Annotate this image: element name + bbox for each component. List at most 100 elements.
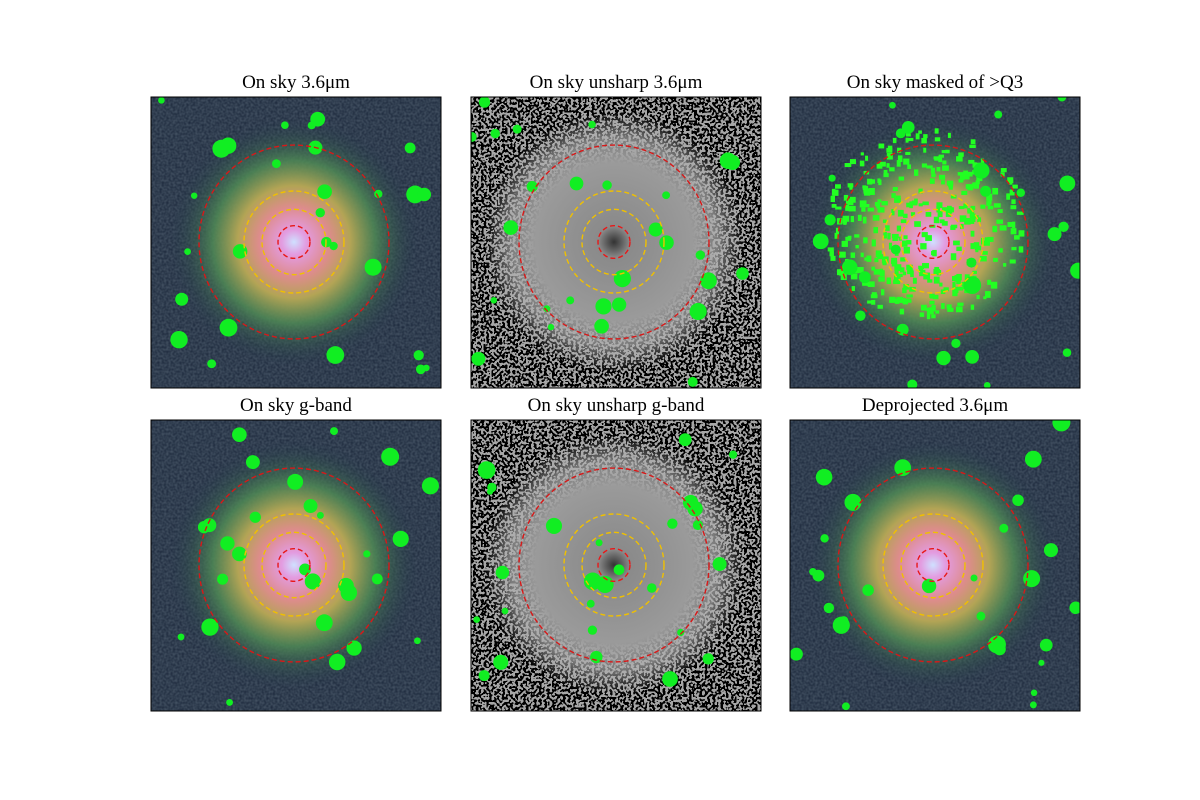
star-mask bbox=[1030, 689, 1038, 697]
mask-pixel bbox=[847, 183, 854, 188]
star-mask bbox=[545, 517, 563, 534]
star-mask bbox=[217, 573, 229, 585]
mask-pixel bbox=[877, 207, 885, 213]
star-mask bbox=[839, 616, 849, 625]
mask-pixel bbox=[1010, 228, 1017, 235]
mask-pixel bbox=[967, 171, 973, 177]
star-mask bbox=[1057, 97, 1067, 102]
mask-pixel bbox=[829, 251, 834, 257]
mask-pixel bbox=[925, 211, 932, 217]
mask-pixel bbox=[907, 268, 912, 275]
star-mask bbox=[423, 364, 430, 372]
galaxy bbox=[808, 440, 1058, 690]
star-mask bbox=[973, 162, 990, 179]
mask-pixel bbox=[843, 194, 849, 201]
mask-pixel bbox=[993, 203, 1001, 208]
mask-pixel bbox=[830, 255, 836, 261]
mask-pixel bbox=[986, 193, 993, 201]
mask-pixel bbox=[864, 257, 870, 261]
mask-pixel bbox=[850, 252, 856, 258]
star-mask bbox=[659, 235, 674, 250]
mask-pixel bbox=[885, 225, 890, 231]
mask-pixel bbox=[926, 165, 933, 169]
mask-pixel bbox=[923, 272, 931, 280]
star-mask bbox=[495, 565, 510, 580]
aperture bbox=[563, 190, 665, 294]
mask-pixel bbox=[964, 274, 970, 281]
mask-pixel bbox=[868, 179, 876, 184]
star-mask bbox=[566, 296, 575, 305]
mask-pixel bbox=[975, 249, 979, 253]
star-mask bbox=[1058, 221, 1069, 233]
mask-pixel bbox=[905, 151, 911, 155]
mask-pixel bbox=[887, 145, 893, 153]
panel-frame bbox=[150, 96, 442, 389]
mask-pixel bbox=[997, 209, 1003, 214]
mask-pixel bbox=[963, 174, 969, 178]
star-mask bbox=[303, 499, 318, 514]
mask-pixel bbox=[941, 303, 945, 309]
mask-pixel bbox=[1007, 222, 1013, 227]
mask-pixel bbox=[996, 219, 1003, 224]
mask-pixel bbox=[945, 149, 950, 154]
mask-pixel bbox=[900, 219, 907, 224]
mask-pixel bbox=[1008, 177, 1012, 182]
mask-pixel bbox=[933, 276, 940, 284]
mask-pixel bbox=[947, 205, 952, 211]
mask-pixel bbox=[931, 314, 936, 319]
mask-pixel bbox=[877, 199, 882, 203]
mask-pixel bbox=[959, 175, 965, 181]
star-mask bbox=[197, 520, 211, 534]
mask-pixel bbox=[950, 253, 957, 261]
star-mask bbox=[207, 359, 217, 369]
mask-pixel bbox=[921, 263, 929, 269]
mask-pixel bbox=[936, 202, 943, 209]
mask-pixel bbox=[891, 233, 899, 239]
mask-pixel bbox=[867, 300, 874, 304]
mask-pixel bbox=[970, 243, 975, 250]
mask-pixel bbox=[925, 235, 932, 241]
aperture bbox=[243, 513, 345, 617]
mask-pixel bbox=[911, 200, 918, 206]
mask-pixel bbox=[920, 243, 927, 250]
star-mask bbox=[586, 599, 595, 608]
mask-pixel bbox=[927, 279, 933, 283]
mask-pixel bbox=[830, 195, 835, 203]
panel-title: On sky g-band bbox=[240, 395, 352, 416]
mask-pixel bbox=[883, 231, 887, 239]
mask-pixel bbox=[932, 294, 939, 300]
star-mask bbox=[220, 536, 235, 551]
mask-pixel bbox=[914, 221, 921, 227]
star-mask bbox=[583, 572, 602, 591]
mask-pixel bbox=[943, 287, 949, 292]
star-mask bbox=[728, 450, 738, 459]
mask-pixel bbox=[954, 275, 958, 282]
star-mask bbox=[889, 101, 896, 109]
mask-pixel bbox=[902, 301, 908, 305]
mask-pixel bbox=[877, 178, 881, 183]
mask-pixel bbox=[888, 242, 893, 250]
star-mask bbox=[281, 121, 289, 130]
star-mask bbox=[1047, 227, 1062, 242]
panel-title: On sky 3.6μm bbox=[242, 72, 350, 93]
star-mask bbox=[374, 189, 383, 199]
mask-pixel bbox=[959, 215, 967, 222]
mask-pixel bbox=[968, 159, 975, 164]
star-mask bbox=[1024, 450, 1042, 468]
mask-pixel bbox=[969, 144, 976, 149]
star-mask bbox=[326, 346, 345, 364]
mask-pixel bbox=[897, 147, 902, 153]
mask-pixel bbox=[894, 271, 899, 275]
mask-pixel bbox=[987, 205, 994, 210]
star-mask bbox=[304, 573, 321, 590]
star-mask bbox=[477, 461, 496, 479]
aperture bbox=[518, 467, 710, 663]
mask-pixel bbox=[918, 188, 923, 194]
star-mask bbox=[844, 493, 862, 511]
star-mask bbox=[594, 318, 609, 334]
star-mask bbox=[907, 379, 918, 388]
mask-pixel bbox=[983, 240, 990, 246]
mask-pixel bbox=[998, 248, 1003, 253]
star-mask bbox=[692, 519, 703, 531]
star-mask bbox=[1043, 543, 1059, 558]
